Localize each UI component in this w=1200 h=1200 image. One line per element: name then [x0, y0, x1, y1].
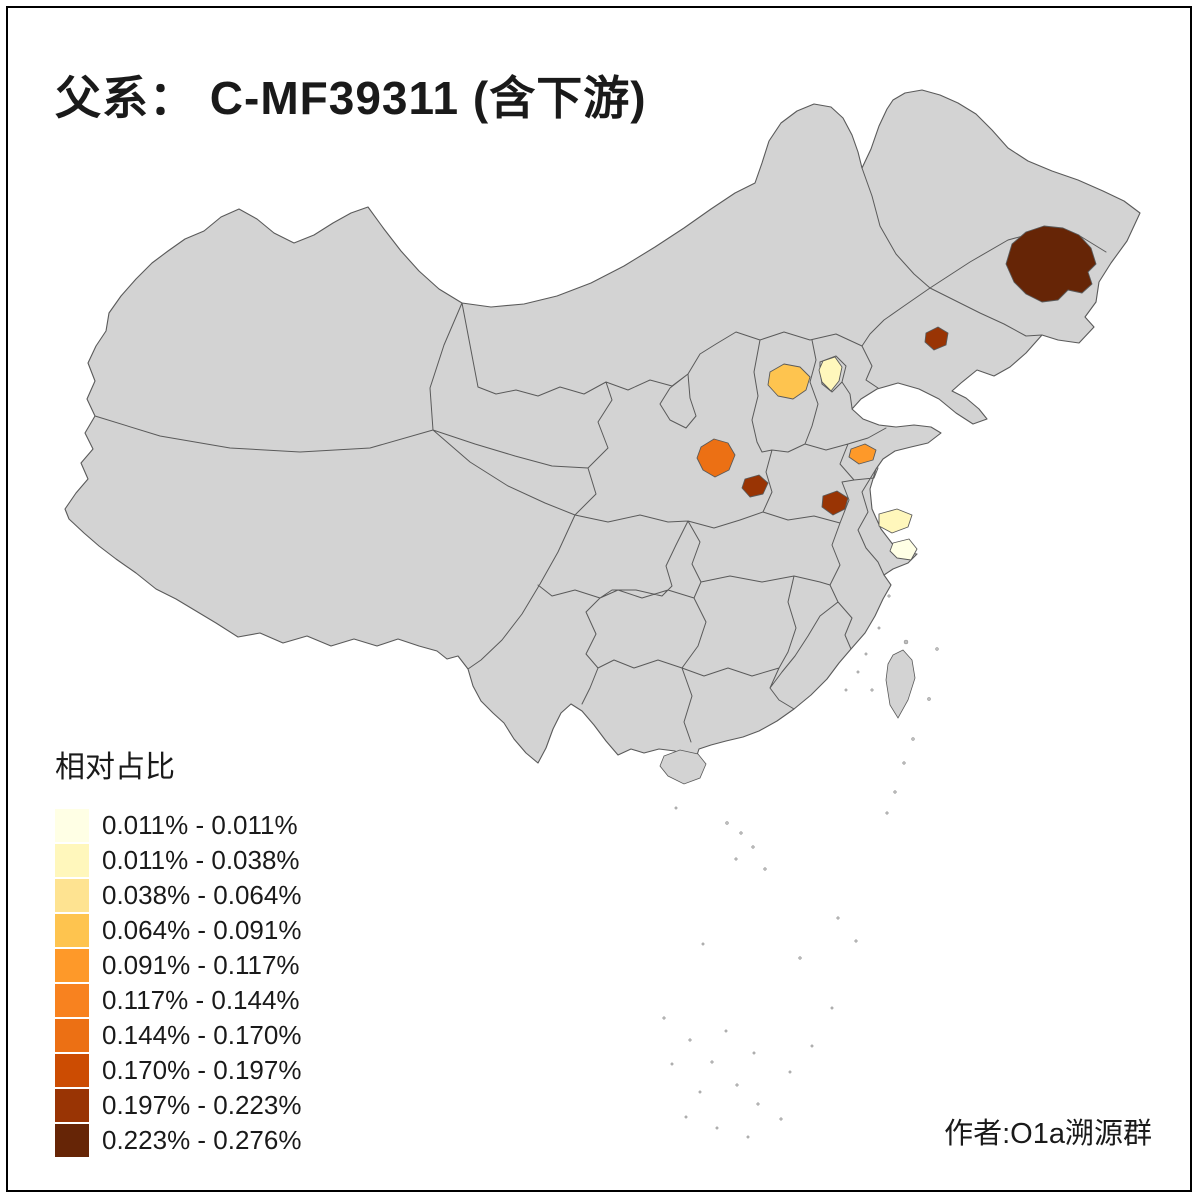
region-northeast-jilin [1005, 225, 1097, 303]
legend-label: 0.038% - 0.064% [102, 880, 302, 910]
legend-label: 0.064% - 0.091% [102, 915, 302, 945]
region-shandong [848, 443, 877, 465]
region-shaanxi-south [741, 474, 769, 498]
region-shaanxi [696, 438, 736, 478]
legend-swatch [55, 949, 89, 982]
legend-item: 0.011% - 0.011% [55, 808, 301, 843]
page-title: 父系： C-MF39311 (含下游) [55, 72, 647, 124]
hainan-island [659, 749, 707, 785]
legend-label: 0.144% - 0.170% [102, 1020, 302, 1050]
legend-item: 0.011% - 0.038% [55, 843, 301, 878]
legend-item: 0.144% - 0.170% [55, 1018, 301, 1053]
legend-label: 0.170% - 0.197% [102, 1055, 302, 1085]
taiwan-island [885, 649, 916, 719]
legend-label: 0.091% - 0.117% [102, 950, 300, 980]
legend-item: 0.117% - 0.144% [55, 983, 301, 1018]
legend-item: 0.223% - 0.276% [55, 1123, 301, 1158]
region-shanxi [767, 363, 811, 400]
legend-label: 0.197% - 0.223% [102, 1090, 302, 1120]
legend-swatch [55, 1054, 89, 1087]
region-beijing [818, 356, 843, 392]
south-china-sea-islets [662, 594, 939, 1139]
legend-swatch [55, 844, 89, 877]
region-shanghai-area [889, 538, 918, 561]
legend-label: 0.011% - 0.011% [102, 810, 298, 840]
region-henan-east [821, 490, 849, 516]
legend-swatch [55, 1019, 89, 1052]
legend-item: 0.170% - 0.197% [55, 1053, 301, 1088]
legend-swatch [55, 879, 89, 912]
legend-item: 0.091% - 0.117% [55, 948, 301, 983]
legend-title: 相对占比 [55, 751, 175, 784]
legend-item: 0.038% - 0.064% [55, 878, 301, 913]
region-liaoning [924, 326, 949, 351]
china-mainland [64, 89, 1141, 774]
legend-label: 0.117% - 0.144% [102, 985, 300, 1015]
legend-swatch [55, 1124, 89, 1157]
legend-swatch [55, 984, 89, 1017]
province-borders [94, 167, 1107, 743]
legend-swatch [55, 914, 89, 947]
legend-swatch [55, 1089, 89, 1122]
legend-swatch [55, 809, 89, 842]
legend-item: 0.197% - 0.223% [55, 1088, 301, 1123]
author-credit: 作者:O1a溯源群 [944, 1118, 1152, 1150]
legend-label: 0.011% - 0.038% [102, 845, 300, 875]
legend: 相对占比 0.011% - 0.011% 0.011% - 0.038% 0.0… [55, 742, 301, 1158]
legend-label: 0.223% - 0.276% [102, 1125, 302, 1155]
legend-item: 0.064% - 0.091% [55, 913, 301, 948]
region-jiangsu-south [878, 508, 913, 534]
